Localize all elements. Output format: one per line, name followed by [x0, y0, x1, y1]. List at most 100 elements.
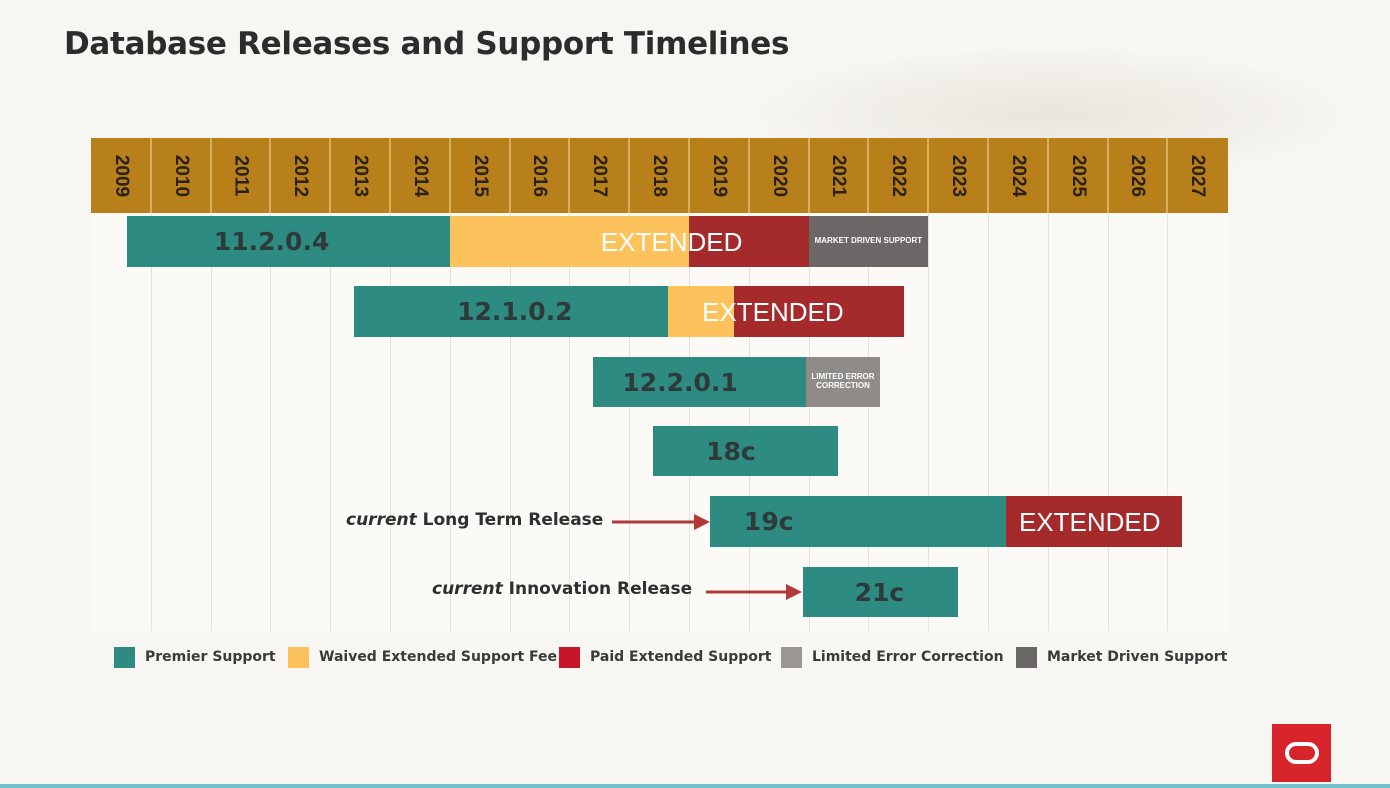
grid-line	[1167, 213, 1169, 631]
year-text: 2020	[768, 154, 790, 197]
grid-line	[330, 213, 332, 631]
year-separator	[209, 138, 212, 213]
legend-label: Market Driven Support	[1047, 649, 1228, 665]
grid-line	[868, 213, 870, 631]
year-separator	[867, 138, 870, 213]
year-text: 2012	[290, 154, 312, 197]
year-label-2027: 2027	[1167, 138, 1227, 213]
legend-item: Premier Support	[114, 646, 276, 668]
legend-label: Limited Error Correction	[812, 649, 1004, 665]
year-separator	[628, 138, 631, 213]
year-separator	[149, 138, 152, 213]
year-separator	[448, 138, 451, 213]
segment-label-11-2-0-4: MARKET DRIVEN SUPPORT	[814, 236, 923, 246]
release-label-19c: 19c	[743, 507, 794, 536]
grid-line	[629, 213, 631, 631]
year-separator	[389, 138, 391, 213]
year-label-2020: 2020	[749, 138, 809, 213]
year-label-2017: 2017	[569, 138, 629, 213]
annotation-innovation-release: current Innovation Release	[432, 579, 692, 599]
year-label-2010: 2010	[151, 138, 211, 213]
year-text: 2009	[111, 154, 132, 197]
year-text: 2023	[948, 154, 970, 197]
bar-segment-11-2-0-4-paid	[689, 216, 809, 267]
year-label-2014: 2014	[390, 138, 450, 213]
year-separator	[1046, 138, 1049, 213]
grid-line	[270, 213, 272, 631]
legend-item: Market Driven Support	[1016, 646, 1227, 668]
annotation-text: Innovation Release	[502, 579, 693, 599]
year-text: 2022	[888, 154, 910, 197]
legend-swatch	[559, 646, 580, 668]
year-separator	[568, 138, 571, 213]
year-text: 2011	[230, 154, 252, 197]
logo-ring	[1284, 742, 1319, 764]
year-text: 2021	[828, 154, 850, 197]
year-text: 2026	[1127, 154, 1149, 197]
legend-swatch	[114, 646, 135, 668]
bar-segment-19c-paid	[1005, 496, 1183, 547]
arrow-right-icon	[706, 584, 802, 600]
year-label-2019: 2019	[689, 138, 749, 213]
annotation-text: Long Term Release	[416, 510, 604, 530]
year-label-2024: 2024	[988, 138, 1048, 213]
year-label-2025: 2025	[1048, 138, 1108, 213]
release-label-18c: 18c	[706, 436, 756, 466]
annotation-italic: current	[432, 579, 503, 599]
legend-label: Paid Extended Support	[590, 649, 772, 665]
grid-line	[1107, 213, 1109, 631]
year-text: 2017	[589, 154, 611, 197]
year-text: 2016	[529, 154, 551, 197]
year-text: 2015	[469, 154, 491, 197]
legend-swatch	[1016, 646, 1037, 668]
year-separator	[807, 138, 810, 213]
year-separator	[269, 138, 272, 213]
timeline-grid	[91, 213, 1228, 631]
bar-segment-11-2-0-4-market	[808, 216, 929, 267]
legend-item: Paid Extended Support	[559, 646, 772, 668]
year-separator	[927, 138, 930, 213]
extended-label-12-1-0-2: EXTENDED	[702, 296, 844, 327]
legend-item: Limited Error Correction	[781, 646, 1004, 668]
oracle-logo-icon	[1272, 724, 1331, 782]
year-label-2022: 2022	[868, 138, 928, 213]
bar-segment-18c-premier	[653, 426, 839, 476]
year-header-band: 2009 2010 2011 2012 2013 2014 2015 2016 2017 2018…	[91, 138, 1228, 213]
year-label-2013: 2013	[330, 138, 390, 213]
release-label-12-1-0-2: 12.1.0.2	[457, 297, 573, 326]
release-label-12-2-0-1: 12.2.0.1	[622, 367, 738, 397]
year-label-2018: 2018	[629, 138, 689, 213]
year-label-2015: 2015	[450, 138, 510, 213]
bar-segment-12-1-0-2-waived	[668, 286, 734, 337]
bar-segment-11-2-0-4-waived	[449, 216, 689, 267]
year-separator	[1106, 138, 1109, 213]
extended-label-11-2-0-4: EXTENDED	[600, 226, 743, 257]
year-label-2009: 2009	[91, 138, 151, 213]
segment-label-12-2-0-1: LIMITED ERROR CORRECTION	[811, 372, 875, 390]
year-separator	[1166, 138, 1169, 213]
grid-line	[748, 213, 750, 631]
annotation-long-term-release: current Long Term Release	[346, 510, 603, 530]
bar-segment-12-2-0-1-limited	[805, 357, 881, 407]
grid-line	[150, 213, 152, 631]
year-text: 2013	[350, 154, 372, 197]
year-text: 2024	[1008, 154, 1029, 197]
legend-item: Waived Extended Support Fee	[288, 646, 557, 668]
bar-segment-12-1-0-2-premier	[354, 286, 669, 337]
bar-segment-12-1-0-2-paid	[733, 286, 905, 337]
year-text: 2010	[170, 154, 192, 197]
bar-segment-19c-premier	[709, 496, 1006, 547]
release-label-21c: 21c	[854, 577, 905, 607]
legend-label: Waived Extended Support Fee	[319, 649, 558, 665]
year-text: 2018	[649, 154, 671, 197]
grid-line	[449, 213, 451, 631]
grid-line	[509, 213, 511, 631]
legend-swatch	[781, 646, 802, 668]
arrow-right-icon	[612, 514, 710, 530]
annotation-italic: current	[346, 510, 417, 530]
year-text: 2019	[709, 154, 730, 197]
year-separator	[508, 138, 511, 213]
legend-swatch	[288, 646, 309, 668]
grid-line	[808, 213, 810, 631]
